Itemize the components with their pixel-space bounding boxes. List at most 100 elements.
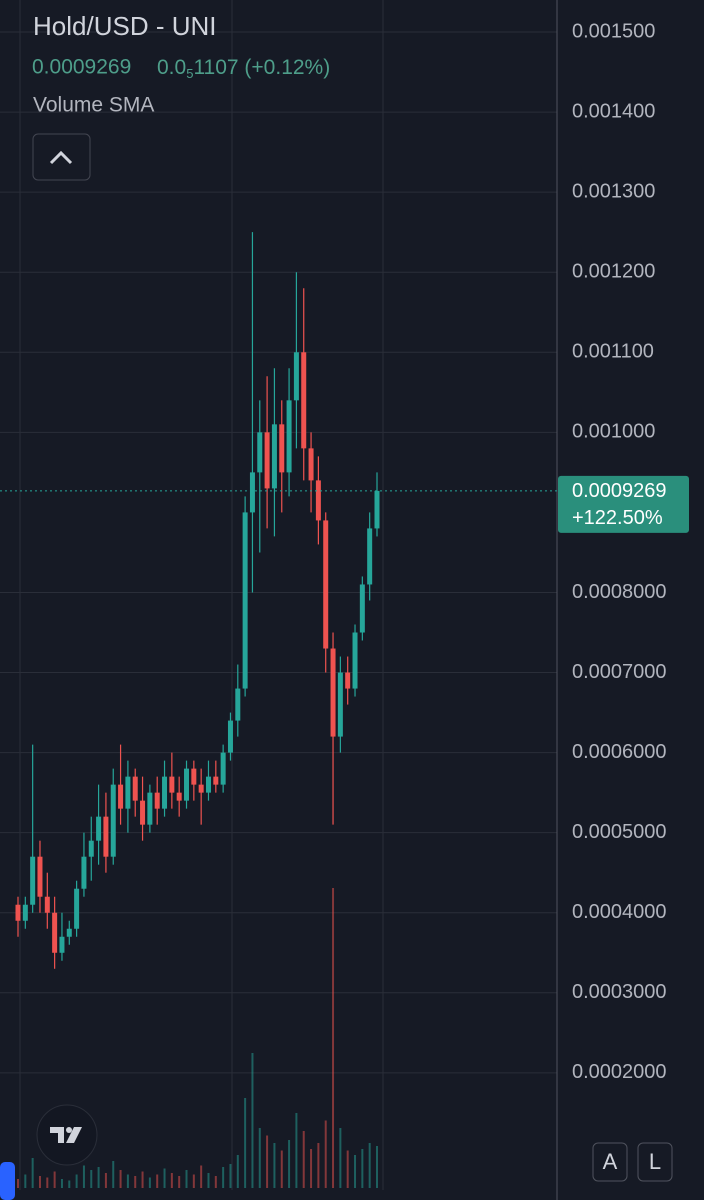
- candle-body: [44, 896, 50, 913]
- indicator-label: Volume SMA: [33, 94, 154, 117]
- volume-bar: [368, 1143, 371, 1188]
- y-tick-label: 0.0003000: [572, 981, 667, 1003]
- candle-body: [184, 768, 190, 801]
- change-subscript: 5: [186, 66, 193, 81]
- y-tick-label: 0.001400: [572, 100, 655, 122]
- candle-body: [30, 856, 36, 905]
- volume-bar: [251, 1053, 254, 1188]
- y-tick-label: 0.001200: [572, 261, 655, 283]
- volume-bar: [112, 1161, 115, 1188]
- logo-dot: [66, 1127, 72, 1133]
- y-tick-label: 0.001000: [572, 421, 655, 443]
- candle-body: [110, 784, 116, 857]
- volume-bar: [148, 1177, 151, 1188]
- volume-bar: [324, 1120, 327, 1188]
- candle-body: [81, 856, 87, 889]
- volume-bar: [156, 1174, 159, 1188]
- log-label: L: [649, 1149, 661, 1174]
- candle-body: [125, 776, 131, 809]
- volume-bar: [332, 888, 335, 1188]
- candle-body: [118, 784, 124, 809]
- candle-body: [220, 752, 226, 785]
- y-tick-label: 0.0002000: [572, 1061, 667, 1083]
- candle-body: [52, 912, 58, 953]
- volume-bar: [90, 1170, 93, 1188]
- volume-bar: [346, 1150, 349, 1188]
- candle-body: [176, 792, 182, 801]
- volume-bar: [97, 1167, 100, 1188]
- collapse-button[interactable]: [32, 133, 91, 181]
- volume-bar: [170, 1173, 173, 1188]
- candle-body: [15, 904, 21, 921]
- volume-bar: [119, 1170, 122, 1188]
- auto-button[interactable]: [592, 1142, 628, 1182]
- candle-body: [257, 432, 263, 473]
- candle-body: [59, 936, 65, 953]
- volume-bar: [266, 1135, 269, 1188]
- volume-bar: [75, 1174, 78, 1188]
- candle-body: [323, 520, 329, 649]
- side-tab[interactable]: [0, 1162, 15, 1200]
- candle-body: [352, 632, 358, 689]
- candle-body: [264, 432, 270, 489]
- candle-body: [374, 490, 380, 529]
- candle-body: [301, 352, 307, 449]
- volume-bar: [68, 1180, 71, 1188]
- candle-body: [367, 528, 373, 585]
- candle-body: [37, 856, 43, 897]
- volume-bar: [376, 1146, 378, 1188]
- candle-body: [279, 424, 285, 473]
- volume-bar: [361, 1149, 364, 1188]
- y-tick-label: 0.0005000: [572, 821, 667, 843]
- y-tick-label: 0.0004000: [572, 901, 667, 923]
- volume-bar: [258, 1128, 261, 1188]
- volume-bar: [134, 1176, 137, 1188]
- auto-label: A: [603, 1149, 618, 1174]
- candle-body: [345, 672, 351, 689]
- last-price-badge: [558, 475, 689, 533]
- volume-bar: [53, 1171, 56, 1188]
- volume-bar: [280, 1150, 283, 1188]
- volume-bar: [310, 1149, 313, 1188]
- logo-mark: [50, 1127, 82, 1143]
- volume-bar: [31, 1158, 34, 1188]
- volume-bar: [141, 1171, 144, 1188]
- candle-body: [242, 512, 248, 689]
- last-change-label: +122.50%: [572, 507, 663, 529]
- volume-bar: [207, 1173, 210, 1188]
- candle-body: [191, 768, 197, 785]
- candle-body: [74, 888, 80, 929]
- candle-body: [162, 776, 168, 809]
- price: 0.0009269: [32, 56, 131, 79]
- candle-body: [315, 480, 321, 521]
- candle-body: [330, 648, 336, 737]
- chart-title: Hold/USD - UNI: [33, 11, 216, 41]
- logo[interactable]: [36, 1104, 98, 1166]
- volume-bar: [236, 1155, 239, 1188]
- change-rest: 1107 (+0.12%): [193, 56, 330, 79]
- change-prefix: 0.0: [157, 56, 186, 79]
- log-button[interactable]: [637, 1142, 673, 1182]
- y-tick-label: 0.0006000: [572, 741, 667, 763]
- y-tick-label: 0.0007000: [572, 661, 667, 683]
- candle-body: [293, 352, 299, 401]
- volume-bar: [302, 1131, 305, 1188]
- candle-body: [227, 720, 233, 753]
- candle-body: [66, 928, 72, 937]
- candle-body: [271, 424, 277, 489]
- candle-body: [235, 688, 241, 721]
- volume-bar: [244, 1098, 247, 1188]
- candle-body: [96, 816, 102, 841]
- volume-bar: [82, 1165, 85, 1188]
- candle-body: [103, 816, 109, 857]
- volume-bar: [295, 1113, 298, 1188]
- volume-bar: [185, 1170, 188, 1188]
- volume-bar: [17, 1179, 19, 1188]
- y-tick-label: 0.0008000: [572, 581, 667, 603]
- candle-body: [249, 472, 255, 513]
- volume-bar: [229, 1164, 232, 1188]
- candle-body: [132, 776, 138, 801]
- y-tick-label: 0.001100: [572, 341, 654, 363]
